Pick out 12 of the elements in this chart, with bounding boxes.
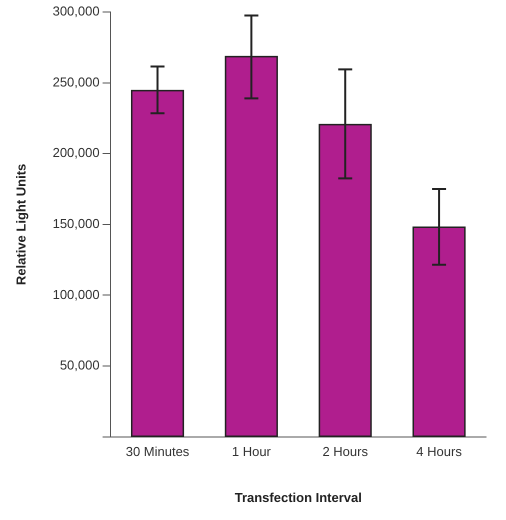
- x-tick-label: 30 Minutes: [126, 444, 190, 460]
- y-tick-label: 300,000: [52, 4, 100, 19]
- y-tick-label: 200,000: [52, 145, 100, 160]
- x-axis-title: Transfection Interval: [234, 490, 362, 505]
- y-tick-label: 150,000: [52, 216, 100, 231]
- y-axis-title: Relative Light Units: [13, 164, 28, 286]
- y-tick-label: 50,000: [60, 358, 100, 373]
- x-tick-label: 1 Hour: [232, 444, 272, 460]
- y-tick-label: 250,000: [52, 74, 100, 90]
- x-tick-label: 2 Hours: [322, 444, 368, 460]
- y-tick-label: 100,000: [52, 286, 100, 302]
- x-tick-label: 4 Hours: [416, 444, 462, 460]
